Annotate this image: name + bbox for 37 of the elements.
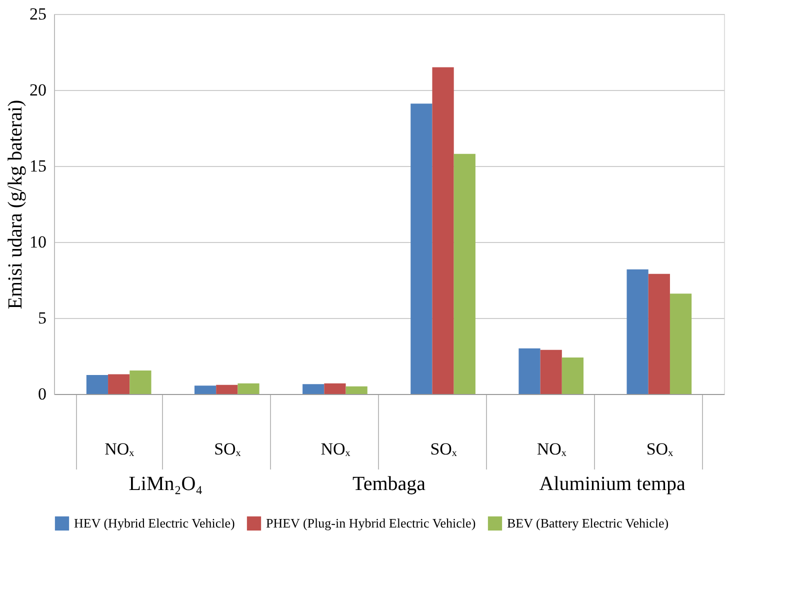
bar [86,375,108,394]
bar [108,374,130,394]
y-tick-label: 25 [30,4,46,24]
y-axis-title: Emisi udara (g/kg baterai) [4,100,26,310]
bar [518,348,540,394]
bar [648,274,670,394]
x-tick-label: SOₓ [214,440,241,458]
y-tick-label: 15 [30,156,46,176]
bar [432,67,454,394]
y-tick-label: 5 [38,308,46,328]
bar [670,294,692,394]
bar [454,154,476,394]
x-tick-label: NOₓ [536,440,566,458]
legend-label: PHEV (Plug-in Hybrid Electric Vehicle) [266,515,476,530]
x-tick-label: NOₓ [104,440,134,458]
y-tick-label: 10 [30,232,46,252]
y-tick-label: 20 [30,80,46,100]
bar [238,383,260,394]
y-tick-label: 0 [38,384,46,404]
bar [410,104,432,394]
bar [324,383,346,394]
text: Aluminium tempa [539,473,686,495]
bar [346,386,368,394]
legend-label: HEV (Hybrid Electric Vehicle) [74,515,235,530]
bar [540,350,562,394]
bar [302,384,324,394]
bar [626,269,648,394]
x-tick-label: SOₓ [430,440,457,458]
text: Tembaga [352,473,426,495]
text: LiMn₂O₄ [128,473,203,495]
bar [130,370,152,394]
bar [216,384,238,394]
x-tick-label: SOₓ [646,440,674,458]
legend-label: BEV (Battery Electric Vehicle) [507,515,669,530]
bar [562,358,584,394]
x-tick-label: NOₓ [320,440,350,458]
bar [194,386,216,394]
